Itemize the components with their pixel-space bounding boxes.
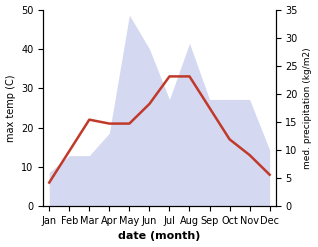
Y-axis label: max temp (C): max temp (C) xyxy=(5,74,16,142)
X-axis label: date (month): date (month) xyxy=(118,231,201,242)
Y-axis label: med. precipitation (kg/m2): med. precipitation (kg/m2) xyxy=(303,47,313,169)
